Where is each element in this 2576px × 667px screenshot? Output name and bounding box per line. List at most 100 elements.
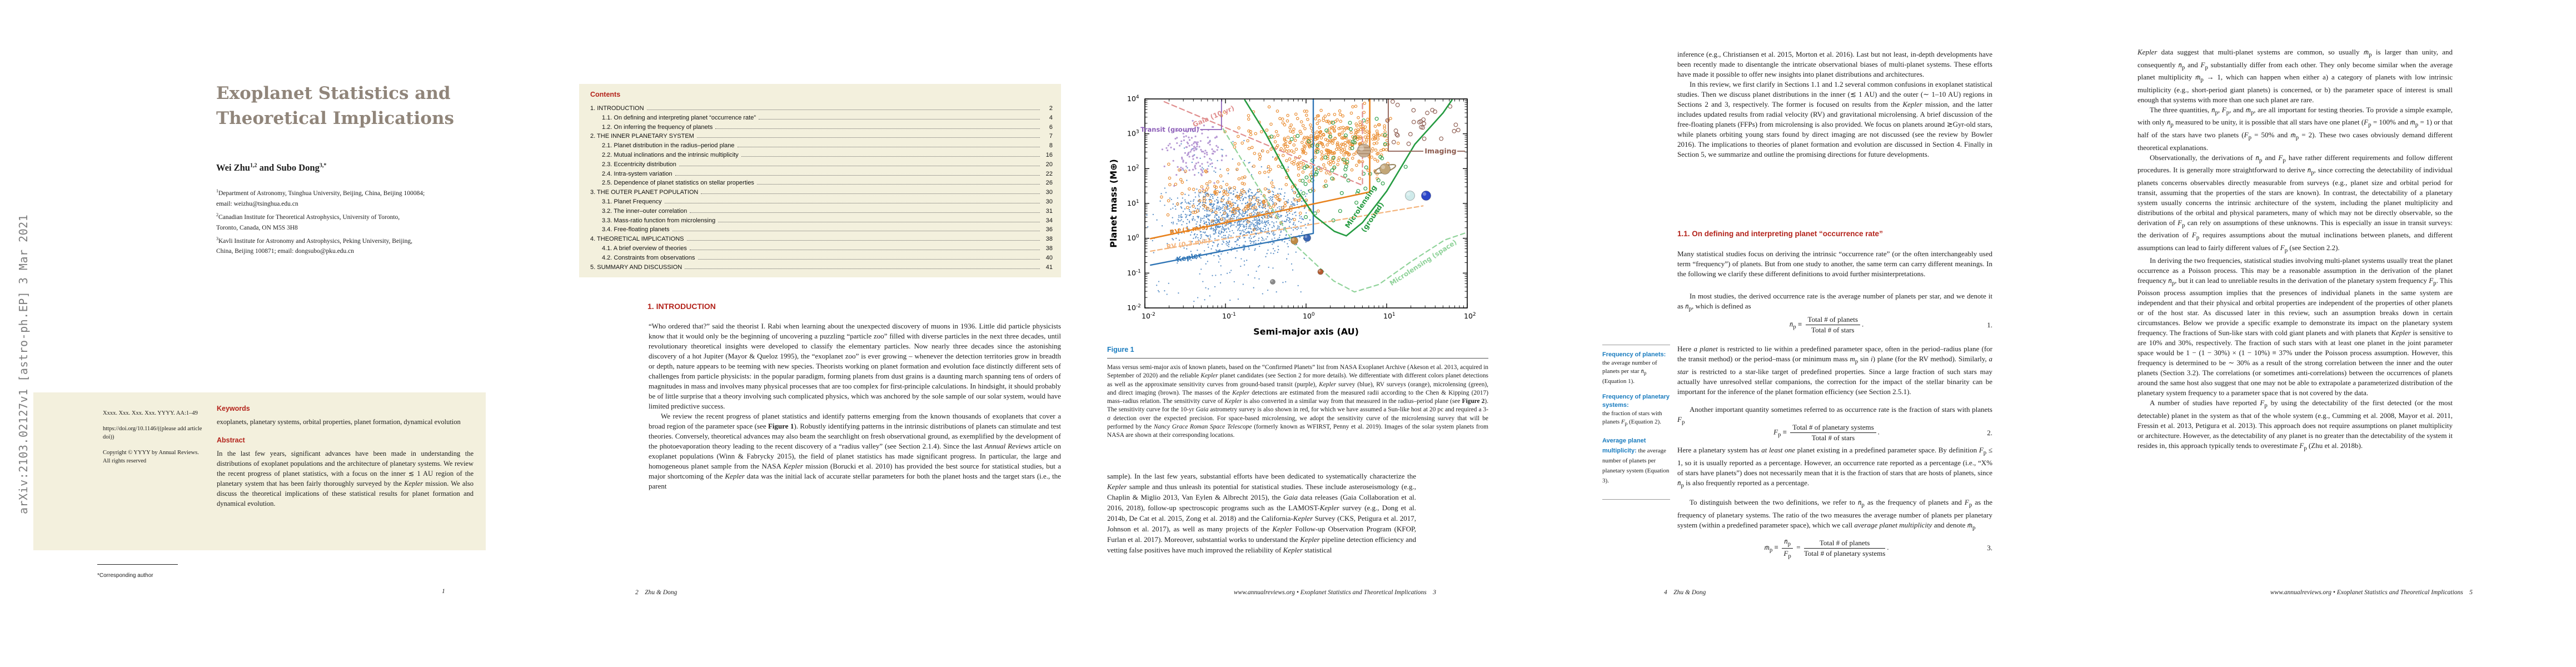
page2-footer: 2 Zhu & Dong [635,589,677,596]
axis-tick-labels: 10-2 10-1 100 101 102 10-2 10-1 100 101 102 103 104 [1127,94,1476,320]
page-title-line1: Exoplanet Statistics and [216,83,451,103]
authors: Wei Zhu1,2 and Subo Dong3,* [216,162,327,173]
intro-paragraph-2: We review the recent progress of planet … [649,412,1062,490]
toc-dotted-leader [675,175,1040,176]
equation-2: Fp ≡ Total # of planetary systems Total #… [1677,423,1992,442]
toc-dotted-leader [686,240,1040,241]
equation-1-number: 1. [1987,320,1992,329]
section-heading-introduction: 1. INTRODUCTION [647,302,716,311]
toc-entry-page: 8 [1049,142,1053,150]
footnote-rule [97,564,178,565]
introduction-text: “Who ordered that?” said the theorist I.… [649,321,1061,491]
svg-text:102: 102 [1464,312,1476,320]
toc-entry-label: 3.3. Mass-ratio function from microlensi… [602,217,716,224]
toc-entry-label: 2. THE INNER PLANETARY SYSTEM [590,133,694,140]
toc-entry-page: 26 [1045,180,1053,187]
toc-entry-label: 4. THEORETICAL IMPLICATIONS [590,236,684,243]
abstract-heading: Abstract [217,436,245,444]
page4-block-4: Here a planet is restricted to lie withi… [1677,344,1992,397]
toc-entry-page: 2 [1049,105,1053,112]
toc-entry-page: 36 [1045,226,1053,233]
p4-paragraph-4: In most studies, the derived occurrence … [1677,292,1992,312]
toc-entry-page: 30 [1045,198,1053,205]
toc-entry-label: 2.3. Eccentricity distribution [602,161,676,168]
page1-folio: 1 [442,588,445,595]
toc-entry-page: 34 [1045,217,1053,224]
arxiv-stamp-text: arXiv:2103.02127v1 [astro-ph.EP] 3 Mar 2… [17,214,30,514]
planet-saturn [1373,163,1397,175]
toc-entry-label: 2.1. Planet distribution in the radius–p… [602,142,735,150]
journal-copyright: Copyright © YYYY by Annual Reviews. All … [103,450,199,464]
svg-text:101: 101 [1127,199,1139,207]
svg-text:102: 102 [1127,164,1139,172]
svg-text:101: 101 [1383,312,1396,320]
toc-entry-label: 2.4. Intra-system variation [602,170,672,177]
toc-entry: 2.3. Eccentricity distribution 20 [590,161,1053,171]
page4-block-2: Many statistical studies focus on derivi… [1677,249,1992,279]
page2-folio: 2 [635,589,639,596]
margin-note: Average planet multiplicity: the average… [1602,435,1670,485]
toc-entry-page: 16 [1045,151,1053,158]
page-title-line2: Theoretical Implications [216,108,454,128]
p4-paragraph-8: To distinguish between the two definitio… [1677,498,1992,531]
toc-dotted-leader [756,184,1040,185]
scatter-rv-giants [1219,101,1400,188]
toc-dotted-leader [701,193,1040,195]
toc-entry-page: 22 [1045,170,1053,177]
toc-entry: 3. THE OUTER PLANET POPULATION 30 [590,189,1053,198]
toc-entry: 1.2. On inferring the frequency of plane… [590,124,1053,133]
figure1-caption: Mass versus semi-major axis of known pla… [1107,364,1488,439]
planet-jupiter [1357,143,1371,158]
page4-block-1: inference (e.g., Christiansen et al. 201… [1677,49,1992,160]
section-heading-1-1: 1.1. On defining and interpreting planet… [1677,230,1883,238]
page3-body-text: sample). In the last few years, substant… [1107,472,1417,554]
planet-earth [1303,234,1311,242]
toc-entry: 1. INTRODUCTION 2 [590,105,1053,115]
page5-footer: www.annualreviews.org • Exoplanet Statis… [2137,589,2473,596]
toc-entry: 4. THEORETICAL IMPLICATIONS 38 [590,236,1053,245]
p4-paragraph-7: Here a planetary system has at least one… [1677,446,1992,489]
toc-entry-page: 38 [1045,236,1053,243]
toc-entry-page: 30 [1045,189,1053,196]
toc-dotted-leader [646,109,1040,110]
svg-text:104: 104 [1127,94,1139,103]
table-of-contents: 1. INTRODUCTION 2 1.1. On defining and int… [590,105,1053,273]
planet-mercury [1270,279,1275,285]
equation-2-number: 2. [1987,428,1992,437]
curve-rv-03ms-sensitivity [1150,205,1424,252]
toc-entry: 2. THE INNER PLANETARY SYSTEM 7 [590,133,1053,142]
p5-paragraph-4: In deriving the two frequencies, statist… [2137,256,2453,397]
p4-paragraph-2: In this review, we first clarify in Sect… [1677,80,1992,158]
page4-block-5: Another important quantity sometimes ref… [1677,405,1992,427]
page4-block-3: In most studies, the derived occurrence … [1677,291,1992,314]
p5-paragraph-1: Kepler data suggest that multi-planet sy… [2137,48,2453,104]
toc-entry: 3.2. The inner–outer correlation 31 [590,208,1053,217]
abstract-column: Keywords exoplanets, planetary systems, … [217,405,474,509]
abstract-panel: Xxxx. Xxx. Xxx. Xxx. YYYY. AA:1–49 https… [33,392,486,550]
intro-paragraph-1: “Who ordered that?” said the theorist I.… [649,322,1061,410]
toc-entry: 2.4. Intra-system variation 22 [590,171,1053,180]
p5-paragraph-3: Observationally, the derivations of n̄p … [2137,153,2453,254]
toc-entry-page: 41 [1045,263,1053,271]
figure-annotation-kepler: Kepler [1175,251,1203,264]
equation-3: m̄p ≡ n̄p Fp = Total # of planets Total # … [1677,537,1992,559]
toc-dotted-leader [697,258,1040,260]
affiliations: 1Department of Astronomy, Tsinghua Unive… [216,188,425,255]
corresponding-author-note: *Corresponding author [97,573,153,579]
toc-entry: 4.2. Constraints from observations 40 [590,255,1053,264]
page4-footer: 4 Zhu & Dong [1664,589,1706,596]
p4-paragraph-3: Many statistical studies focus on derivi… [1677,250,1992,278]
curve-rv-1ms-sensitivity [1149,98,1371,240]
equation-2-body: Fp ≡ Total # of planetary systems Total #… [1773,423,1880,442]
abstract-text: In the last few years, significant advan… [217,450,474,507]
journal-doi: https://doi.org/10.1146/((please add art… [103,426,202,440]
toc-entry-label: 1.2. On inferring the frequency of plane… [602,123,713,131]
planet-mars [1317,268,1324,275]
toc-dotted-leader [685,268,1040,269]
figure1-mass-vs-semimajor-axis-chart: 10-2 10-1 100 101 102 10-2 10-1 100 101 102 103 104… [1108,94,1476,337]
toc-dotted-leader [715,128,1040,129]
contents-heading: Contents [590,91,621,98]
toc-entry-label: 4.1. A brief overview of theories [602,245,687,252]
toc-entry-page: 31 [1045,207,1053,215]
toc-entry-label: 2.2. Mutual inclinations and the intrins… [602,151,739,158]
